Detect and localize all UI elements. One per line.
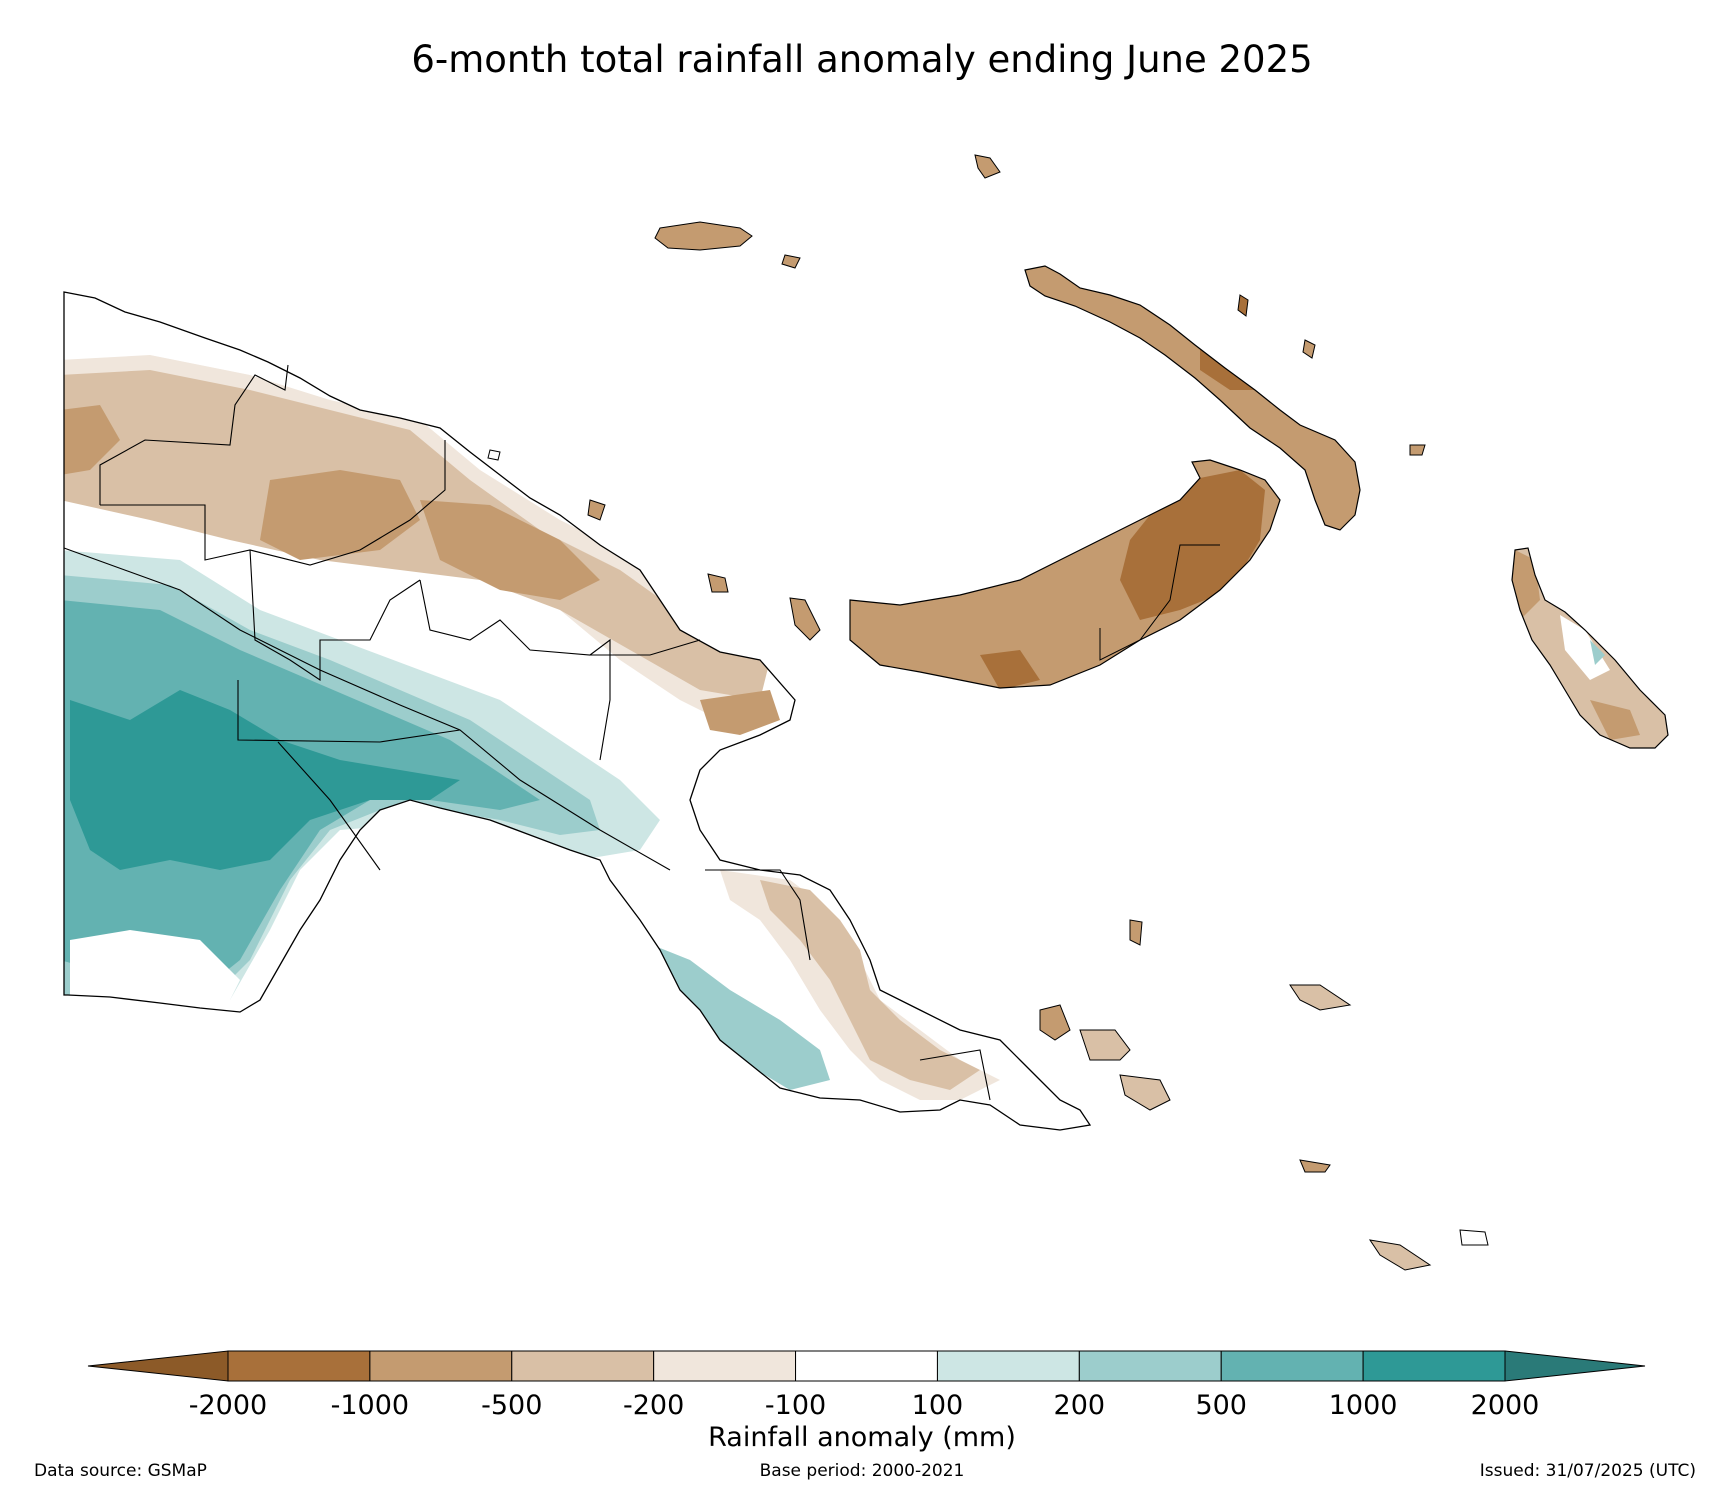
colorbar-tick-label: 500 — [1195, 1390, 1247, 1421]
colorbar-segment — [369, 1350, 513, 1382]
colorbar-extend-low — [87, 1350, 229, 1382]
colorbar-tick-label: -200 — [623, 1390, 685, 1421]
mainland-coastline — [63, 291, 1092, 1131]
colorbar-segment — [1078, 1350, 1222, 1382]
colorbar-tick-label: 200 — [1053, 1390, 1106, 1421]
data-source-text: Data source: GSMaP — [34, 1461, 207, 1481]
colorbar-segment — [936, 1350, 1080, 1382]
colorbar-segment — [511, 1350, 655, 1382]
small-islands — [487, 154, 1489, 1271]
colorbar-tick-label: 2000 — [1470, 1390, 1540, 1421]
colorbar-tick-label: -100 — [764, 1390, 827, 1421]
colorbar-segment — [795, 1350, 938, 1382]
colorbar-label: Rainfall anomaly (mm) — [708, 1422, 1016, 1453]
base-period-text: Base period: 2000-2021 — [759, 1461, 965, 1481]
new-britain-coastline — [849, 459, 1281, 689]
colorbar-segment — [1220, 1350, 1364, 1382]
new-ireland-coastline — [1024, 265, 1361, 531]
map-title: 6-month total rainfall anomaly ending Ju… — [411, 38, 1313, 81]
colorbar-tick-label: -1000 — [330, 1390, 410, 1421]
colorbar-extend-high — [1504, 1350, 1646, 1382]
colorbar-segment — [1362, 1350, 1506, 1382]
bougainville-coastline — [1511, 547, 1669, 749]
colorbar-segment — [653, 1350, 797, 1382]
colorbar-tick-label: 100 — [911, 1390, 964, 1421]
province-boundaries — [63, 364, 991, 1101]
colorbar-segment — [227, 1350, 371, 1382]
issued-date-text: Issued: 31/07/2025 (UTC) — [1479, 1461, 1696, 1481]
colorbar-tick-label: -500 — [481, 1390, 543, 1421]
colorbar-tick-label: 1000 — [1328, 1390, 1398, 1421]
colorbar-tick-label: -2000 — [188, 1390, 268, 1421]
